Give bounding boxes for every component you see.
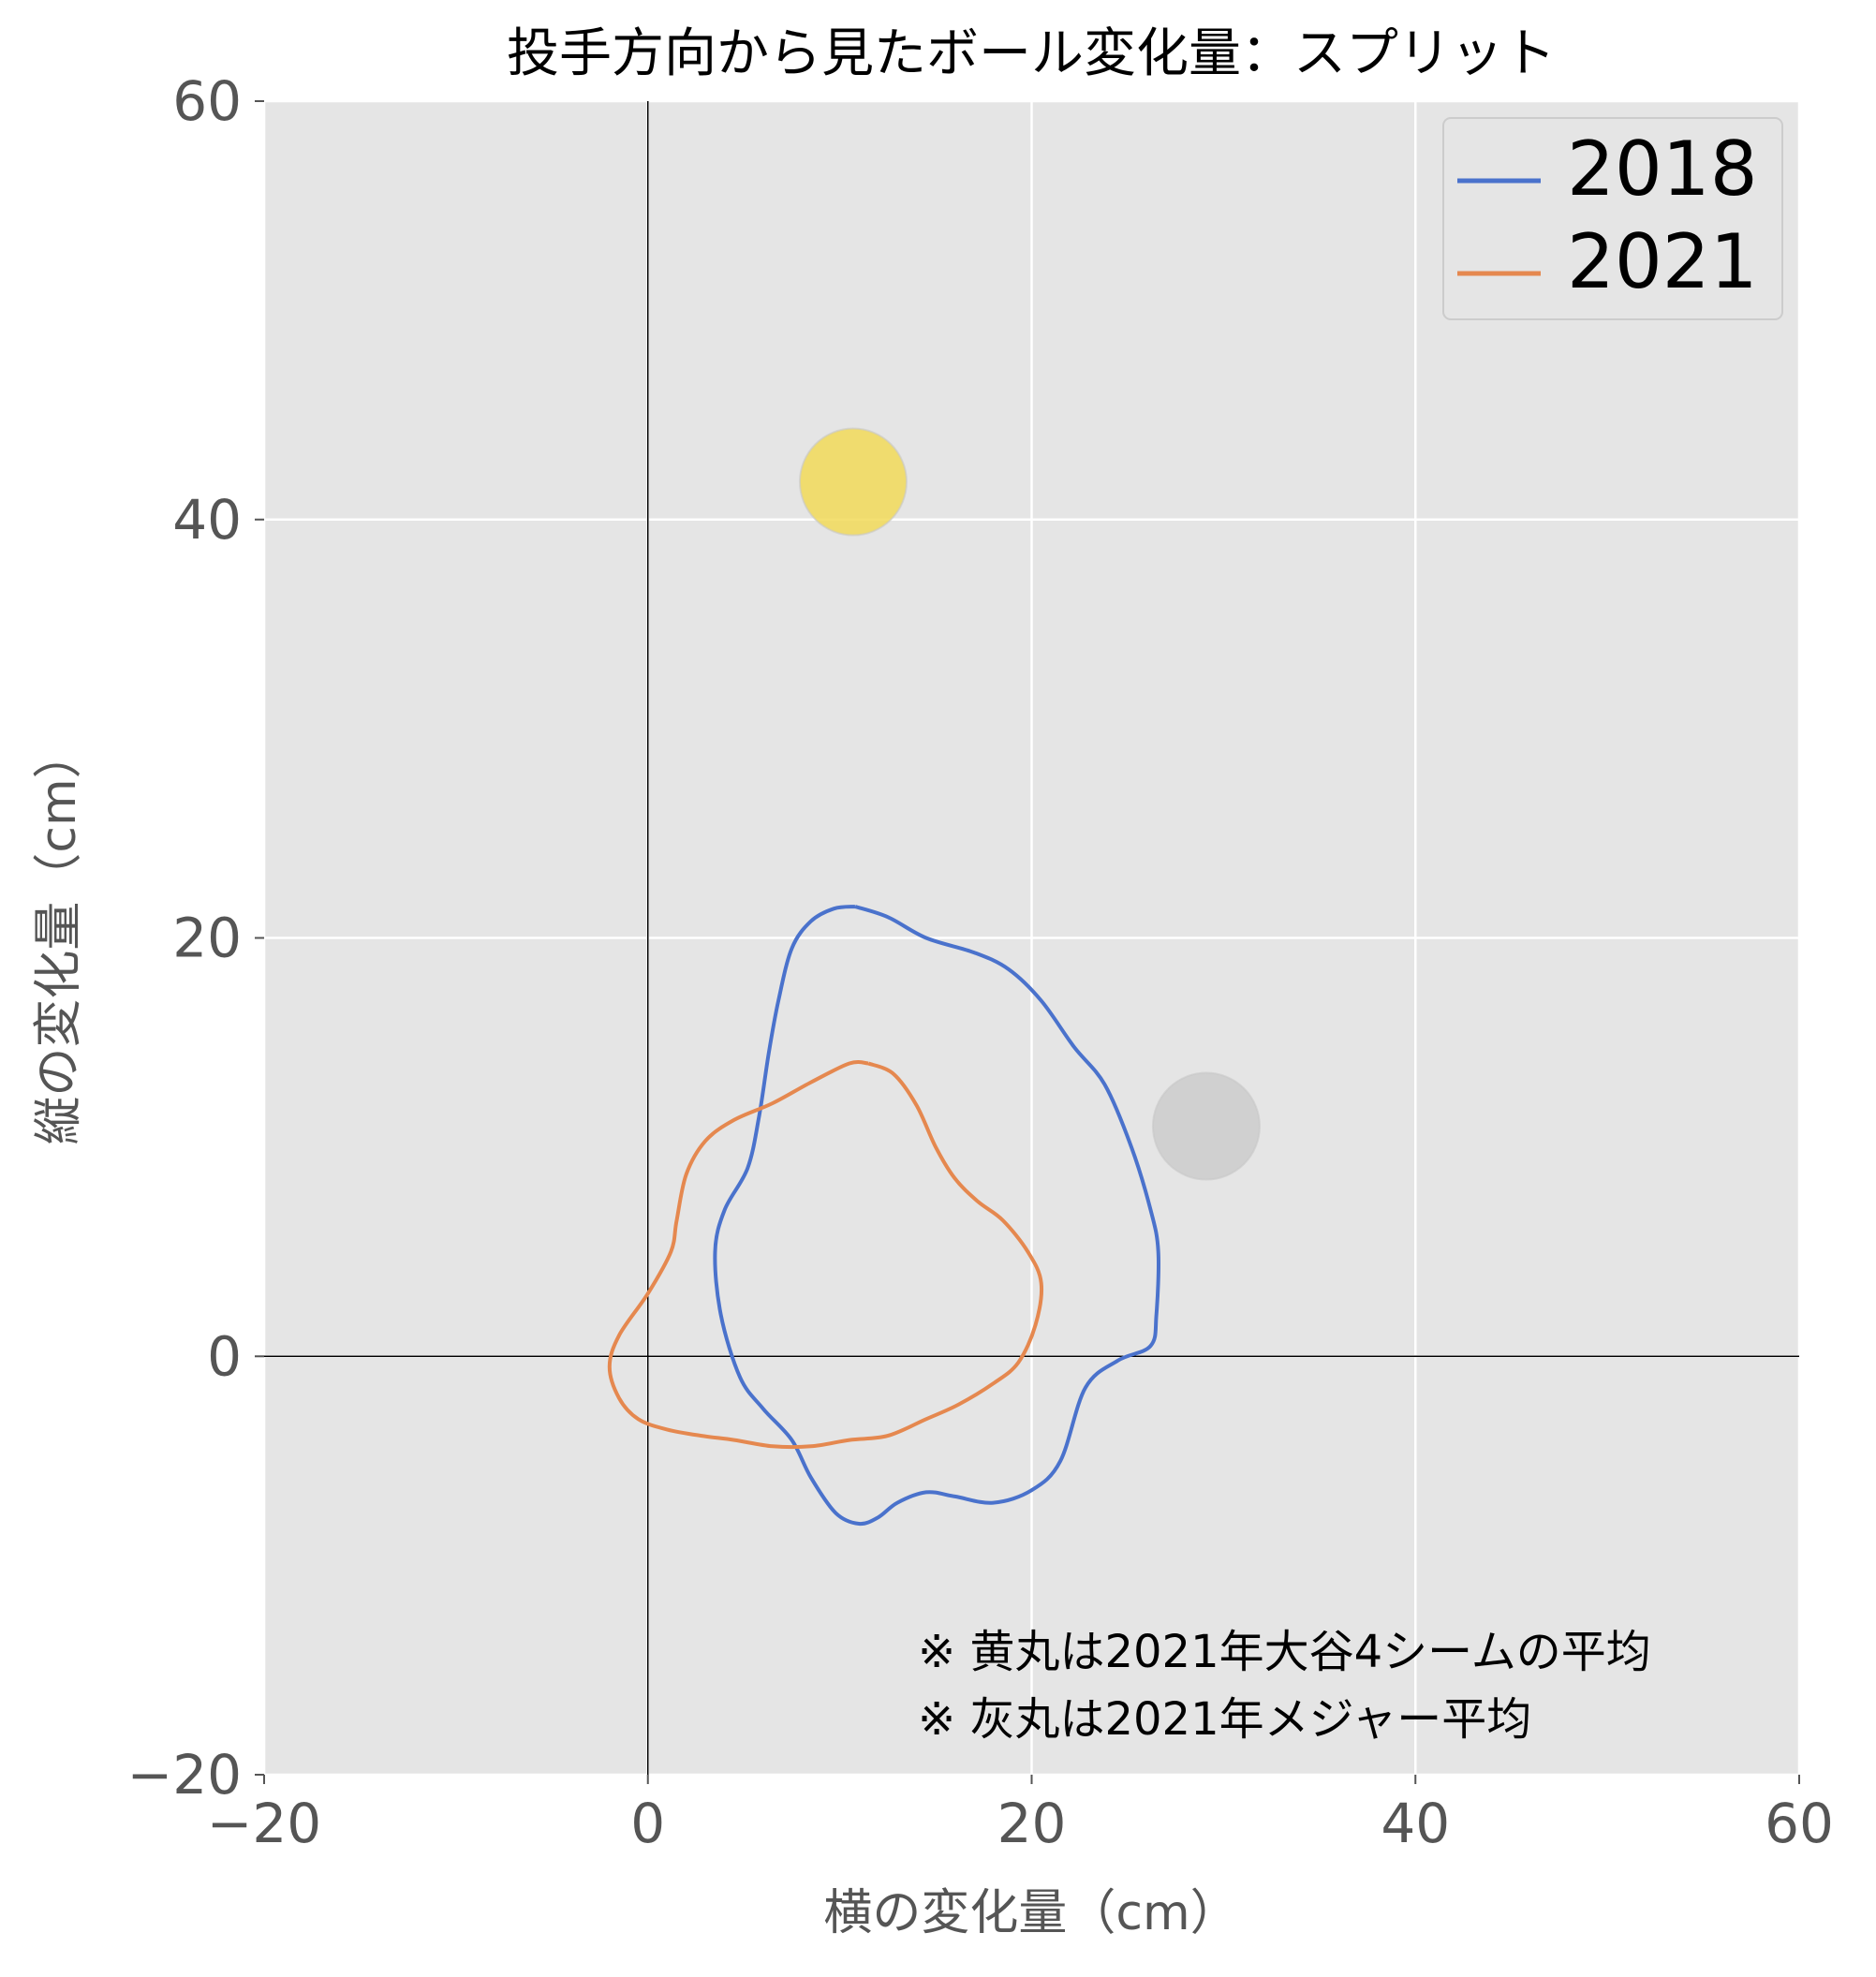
- series-line-2018: [713, 905, 1161, 1527]
- x-tick-label-1: 0: [630, 1792, 665, 1855]
- annotations: ※ 黄丸は2021年大谷4シームの平均 ※ 灰丸は2021年メジャー平均: [918, 1626, 1651, 1746]
- legend-box: [1442, 117, 1783, 320]
- x-tick-label-0: −20: [207, 1792, 321, 1855]
- legend-entry-2018: 2018: [1457, 125, 1758, 213]
- y-tick-label-4: 60: [172, 69, 242, 133]
- y-tick-label-3: 40: [172, 488, 242, 552]
- y-tick-label-1: 0: [207, 1324, 242, 1388]
- legend-label-2021: 2021: [1567, 218, 1758, 305]
- chart-title: 投手方向から見たボール変化量：スプリット: [507, 23, 1556, 84]
- series-layer: [607, 905, 1161, 1527]
- x-axis-label: 横の変化量（cm）: [823, 1885, 1238, 1941]
- x-tick-label-4: 60: [1765, 1792, 1834, 1855]
- legend-label-2018: 2018: [1567, 125, 1758, 213]
- annotation-gray-circle-note: ※ 灰丸は2021年メジャー平均: [918, 1693, 1531, 1746]
- series-line-2021: [607, 1060, 1044, 1450]
- gray-marker: [1151, 1071, 1261, 1181]
- legend: 2018 2021: [1442, 117, 1783, 320]
- legend-entry-2021: 2021: [1457, 218, 1758, 305]
- x-tick-label-3: 40: [1381, 1792, 1450, 1855]
- y-axis-label: 縦の変化量（cm）: [31, 730, 87, 1144]
- annotation-yellow-circle-note: ※ 黄丸は2021年大谷4シームの平均: [918, 1626, 1651, 1678]
- zero-lines: [264, 101, 1799, 1775]
- yellow-marker: [798, 427, 908, 537]
- y-tick-label-2: 20: [172, 907, 242, 970]
- y-tick-label-0: −20: [127, 1743, 242, 1807]
- x-tick-label-2: 20: [997, 1792, 1067, 1855]
- axes: −20 0 20 40 60 −20 0 20 40 60: [127, 69, 1834, 1855]
- marker-layer: [798, 427, 1261, 1181]
